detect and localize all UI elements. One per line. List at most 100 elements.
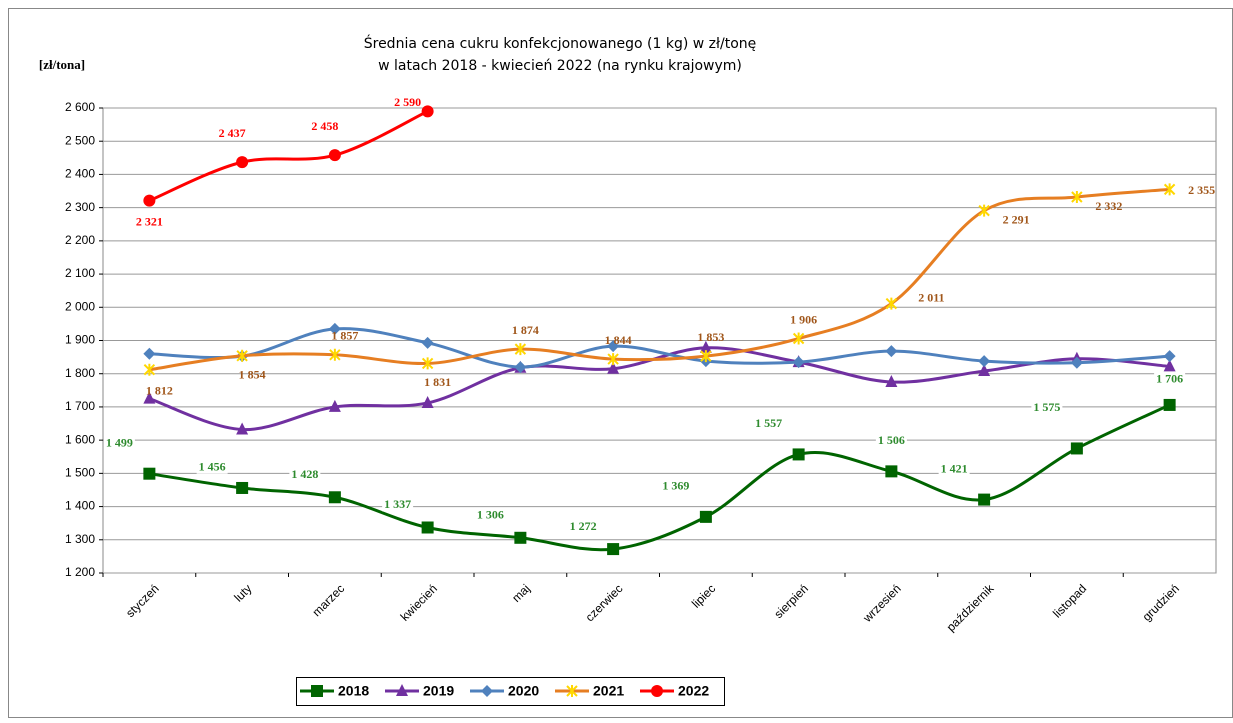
legend-label: 2018 [338,683,369,699]
chart-subtitle: w latach 2018 - kwiecień 2022 (na rynku … [378,58,742,74]
y-tick-label: 1 300 [65,532,95,546]
point-marker [421,336,434,349]
data-label: 2 458 [311,119,338,133]
point-marker [978,493,991,506]
point-marker [978,204,990,217]
data-label: 1 575 [1033,400,1060,414]
point-marker [1163,183,1176,196]
y-tick-label: 1 400 [65,499,95,513]
point-marker [143,391,156,404]
point-marker [143,467,156,480]
legend-marker [651,685,663,697]
data-label: 1 369 [662,479,689,493]
data-label: 1 906 [790,312,817,326]
legend-marker [566,685,578,697]
legend-label: 2019 [423,683,454,699]
data-label: 1 557 [755,416,782,430]
data-label: 1 428 [291,467,318,481]
data-label: 1 306 [477,508,504,522]
point-marker [236,156,249,169]
point-marker [792,356,805,369]
data-label: 1 456 [199,460,226,474]
point-marker [1070,356,1083,369]
point-marker [885,297,898,310]
y-tick-label: 2 100 [65,266,95,280]
data-label: 2 355 [1188,183,1215,197]
series-line [149,187,1170,372]
label-bg [660,478,692,493]
data-label: 1 844 [605,333,632,347]
data-label: 1 854 [239,368,266,382]
data-label: 1 853 [697,330,724,344]
y-tick-label: 2 200 [65,233,95,247]
point-marker [1163,398,1176,411]
data-label: 1 421 [941,461,968,475]
point-marker [978,355,991,368]
point-marker [607,543,620,556]
label-bg [753,416,785,431]
point-marker [329,348,341,361]
label-bg [1154,371,1186,386]
data-label: 2 321 [136,214,163,228]
data-label: 2 590 [394,95,421,109]
legend-label: 2022 [678,683,709,699]
point-marker [143,194,156,207]
legend-marker [481,685,493,697]
point-marker [1163,359,1176,372]
label-bg [875,433,907,448]
point-marker [421,395,434,408]
point-marker [328,322,341,335]
chart-title: Średnia cena cukru konfekcjonowanego (1 … [364,34,757,52]
y-tick-label: 1 900 [65,333,95,347]
point-marker [328,399,341,412]
data-label: 1 874 [512,323,539,337]
y-tick-label: 2 300 [65,200,95,214]
point-marker [792,332,805,345]
data-label: 1 506 [878,433,905,447]
point-marker [236,422,249,435]
point-marker [143,347,156,360]
point-marker [514,361,527,374]
point-marker [1071,191,1083,204]
data-label: 1 812 [146,383,173,397]
data-label: 1 337 [384,497,411,511]
label-bg [1031,400,1063,415]
point-marker [607,353,619,366]
data-label: 1 272 [570,519,597,533]
data-label: 2 437 [219,126,246,140]
point-marker [143,363,156,376]
point-marker [421,521,434,534]
point-marker [328,149,341,162]
y-tick-label: 1 200 [65,565,95,579]
series-line [148,109,429,203]
legend-marker [396,684,408,696]
data-label: 1 499 [106,435,133,449]
legend-marker [311,685,323,697]
data-label: 1 857 [331,329,358,343]
label-bg [196,459,228,474]
point-marker [236,481,249,494]
point-marker [607,361,620,374]
series-line [149,327,1170,369]
point-marker [607,340,620,353]
point-marker [885,345,898,358]
y-tick-label: 2 400 [65,167,95,181]
label-bg [103,435,135,450]
y-tick-label: 1 600 [65,432,95,446]
y-tick-label: 1 800 [65,366,95,380]
legend-label: 2020 [508,683,539,699]
y-tick-label: 2 000 [65,299,95,313]
point-marker [236,349,248,362]
data-label: 1 706 [1156,372,1183,386]
point-marker [700,350,712,363]
y-tick-label: 1 700 [65,399,95,413]
point-marker [421,105,434,118]
label-bg [382,497,414,512]
point-marker [328,491,341,504]
label-bg [938,461,970,476]
data-label: 1 831 [424,375,451,389]
y-tick-label: 2 500 [65,133,95,147]
point-marker [699,340,712,353]
point-marker [885,465,898,478]
